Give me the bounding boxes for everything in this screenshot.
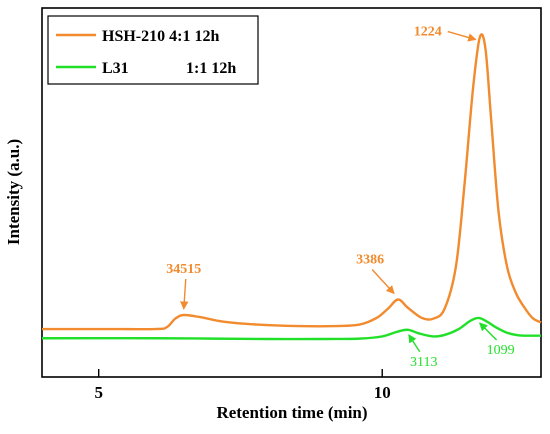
legend-label-l31-suffix: 1:1 12h — [186, 60, 236, 77]
plot-frame — [41, 7, 542, 378]
x-axis-title: Retention time (min) — [216, 403, 367, 422]
x-tick-label: 10 — [374, 383, 391, 402]
legend: HSH-210 4:1 12h L31 1:1 12h — [47, 15, 259, 85]
series-line-hsh — [42, 33, 542, 331]
peak-arrow — [479, 322, 498, 341]
peak-label: 3386 — [356, 253, 384, 268]
peak-label: 1224 — [414, 25, 442, 40]
peak-label: 1099 — [487, 343, 515, 358]
peak-labels: 34515 3386 1224 3113 1099 — [166, 25, 514, 370]
series-line-l31 — [41, 316, 542, 341]
peak-arrow — [408, 334, 421, 353]
peak-arrow — [371, 269, 395, 295]
series-layer — [41, 33, 542, 341]
x-tick-label: 5 — [94, 383, 103, 402]
legend-label-hsh: HSH-210 4:1 12h — [102, 28, 219, 45]
peak-arrow — [180, 278, 189, 310]
peak-label: 34515 — [166, 262, 201, 277]
legend-box — [47, 15, 259, 85]
y-axis-title: Intensity (a.u.) — [4, 139, 23, 245]
peak-label: 3113 — [410, 355, 437, 370]
legend-label-l31: L31 — [102, 60, 129, 77]
x-ticks: 5 10 — [94, 369, 391, 402]
peak-arrow — [447, 30, 477, 42]
